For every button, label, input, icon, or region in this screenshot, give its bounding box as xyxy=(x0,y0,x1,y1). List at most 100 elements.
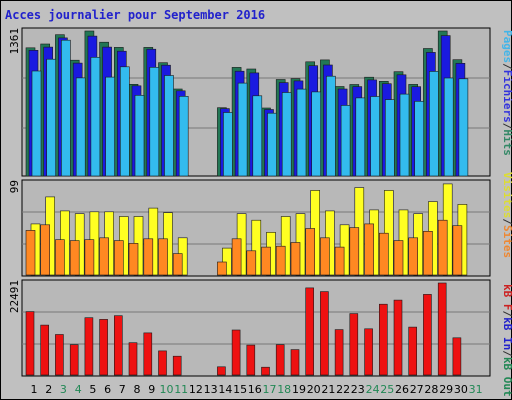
visits-bar-sites xyxy=(305,228,316,276)
visits-bars xyxy=(25,183,468,276)
bandwidth-legend-entry: kB In xyxy=(501,317,512,350)
day-label: 16 xyxy=(248,383,262,396)
bandwidth-bar-kb_f xyxy=(334,329,344,376)
visits-bar-visites xyxy=(251,219,262,276)
day-label: 19 xyxy=(292,383,306,396)
traffic-bar-pages xyxy=(178,96,189,177)
visits-ymax-label: 99 xyxy=(8,180,21,193)
day-label: 3 xyxy=(60,383,67,396)
bandwidth-bar-kb_f xyxy=(423,294,432,376)
visits-bar-sites xyxy=(158,238,168,276)
bandwidth-bar-kb_f xyxy=(275,344,285,376)
traffic-bar-pages xyxy=(296,88,307,177)
traffic-bar-pages xyxy=(46,58,57,177)
visits-legend-entry: Sites xyxy=(501,225,512,258)
day-label: 24 xyxy=(366,383,380,396)
visits-bar-sites xyxy=(99,237,109,276)
day-label: 29 xyxy=(439,383,453,396)
bandwidth-bar-kb_f xyxy=(408,326,418,376)
bandwidth-legend-entry: / xyxy=(501,350,512,357)
day-label: 28 xyxy=(424,383,438,396)
bandwidth-bar-kb_f xyxy=(305,287,315,376)
bandwidth-bar-kb_f xyxy=(114,315,123,376)
day-label: 10 xyxy=(160,383,174,396)
bandwidth-bar-kb_f xyxy=(84,317,94,376)
day-label: 18 xyxy=(277,383,291,396)
traffic-bar-pages xyxy=(281,92,292,177)
visits-bar-sites xyxy=(349,227,360,276)
visits-bar-sites xyxy=(423,231,433,276)
traffic-legend: Pages/Fichiers/Hits xyxy=(501,30,512,156)
traffic-bar-pages xyxy=(326,75,336,177)
traffic-bar-pages xyxy=(340,105,351,177)
visits-bar-sites xyxy=(25,230,36,276)
visits-bar-sites xyxy=(114,240,124,276)
visits-bar-sites xyxy=(217,261,227,276)
bandwidth-bar-kb_f xyxy=(55,334,64,376)
day-label: 31 xyxy=(469,383,483,396)
day-label: 11 xyxy=(174,383,188,396)
chart-title: Acces journalier pour September 2016 xyxy=(5,8,265,22)
bandwidth-bar-kb_f xyxy=(320,291,329,376)
traffic-bar-pages xyxy=(223,112,233,177)
day-label: 14 xyxy=(218,383,232,396)
visits-bar-visites xyxy=(222,247,232,276)
traffic-bar-pages xyxy=(414,101,425,177)
traffic-bar-pages xyxy=(90,56,101,177)
visits-bar-sites xyxy=(364,223,374,276)
traffic-bar-pages xyxy=(267,112,277,177)
bandwidth-bar-kb_f xyxy=(393,299,403,376)
traffic-legend-entry: Pages xyxy=(501,30,512,63)
visits-bar-sites xyxy=(143,238,154,276)
bandwidth-bar-kb_f xyxy=(128,342,138,376)
day-label: 30 xyxy=(454,383,468,396)
visits-bar-visites xyxy=(280,216,291,276)
traffic-bar-pages xyxy=(31,70,42,177)
bandwidth-bar-kb_f xyxy=(437,282,447,376)
day-label: 26 xyxy=(395,383,409,396)
bandwidth-legend: kB F/kB In/kB Out xyxy=(501,284,512,397)
day-label: 13 xyxy=(204,383,218,396)
visits-bar-sites xyxy=(437,219,448,276)
traffic-bar-pages xyxy=(164,75,174,177)
bandwidth-bar-kb_f xyxy=(290,349,300,376)
bandwidth-bar-kb_f xyxy=(158,350,167,376)
traffic-bars xyxy=(25,30,469,177)
bandwidth-bar-kb_f xyxy=(364,328,373,376)
visits-legend-entry: Visites xyxy=(501,172,512,218)
traffic-bar-pages xyxy=(458,78,469,177)
bandwidth-legend-entry: / xyxy=(501,311,512,318)
bandwidth-bar-kb_f xyxy=(69,344,79,376)
day-label: 2 xyxy=(45,383,52,396)
visits-bar-sites xyxy=(320,237,330,276)
traffic-bar-pages xyxy=(384,99,395,177)
traffic-bar-pages xyxy=(429,71,439,177)
visits-bar-sites xyxy=(40,224,51,276)
day-label: 9 xyxy=(148,383,155,396)
visits-legend-entry: / xyxy=(501,218,512,225)
bandwidth-bar-kb_f xyxy=(231,329,241,376)
day-label: 12 xyxy=(189,383,203,396)
day-label: 6 xyxy=(104,383,111,396)
traffic-bar-pages xyxy=(355,97,366,177)
bandwidth-bar-kb_f xyxy=(261,366,270,376)
bandwidth-ymax-label: 22491 xyxy=(8,280,21,313)
visits-bar-sites xyxy=(246,250,257,276)
traffic-bar-pages xyxy=(105,76,115,177)
day-label: 17 xyxy=(263,383,277,396)
traffic-bar-pages xyxy=(149,67,160,177)
day-label: 21 xyxy=(321,383,335,396)
visits-bar-sites xyxy=(55,239,65,276)
visits-bar-sites xyxy=(84,239,95,276)
day-label: 7 xyxy=(119,383,126,396)
bandwidth-legend-entry: kB F xyxy=(501,284,512,311)
day-label: 5 xyxy=(89,383,96,396)
traffic-bar-pages xyxy=(134,95,145,177)
visits-bar-sites xyxy=(172,253,183,276)
day-label: 22 xyxy=(336,383,350,396)
bandwidth-bar-kb_f xyxy=(143,332,153,376)
visits-bar-sites xyxy=(334,246,345,276)
traffic-legend-entry: Hits xyxy=(501,129,512,156)
day-axis-labels: 1 2 3 4 5 6 7 8 9 10 11 12 13 14 15 16 17 18 19 20 21 22 23 24 2… xyxy=(31,383,483,396)
